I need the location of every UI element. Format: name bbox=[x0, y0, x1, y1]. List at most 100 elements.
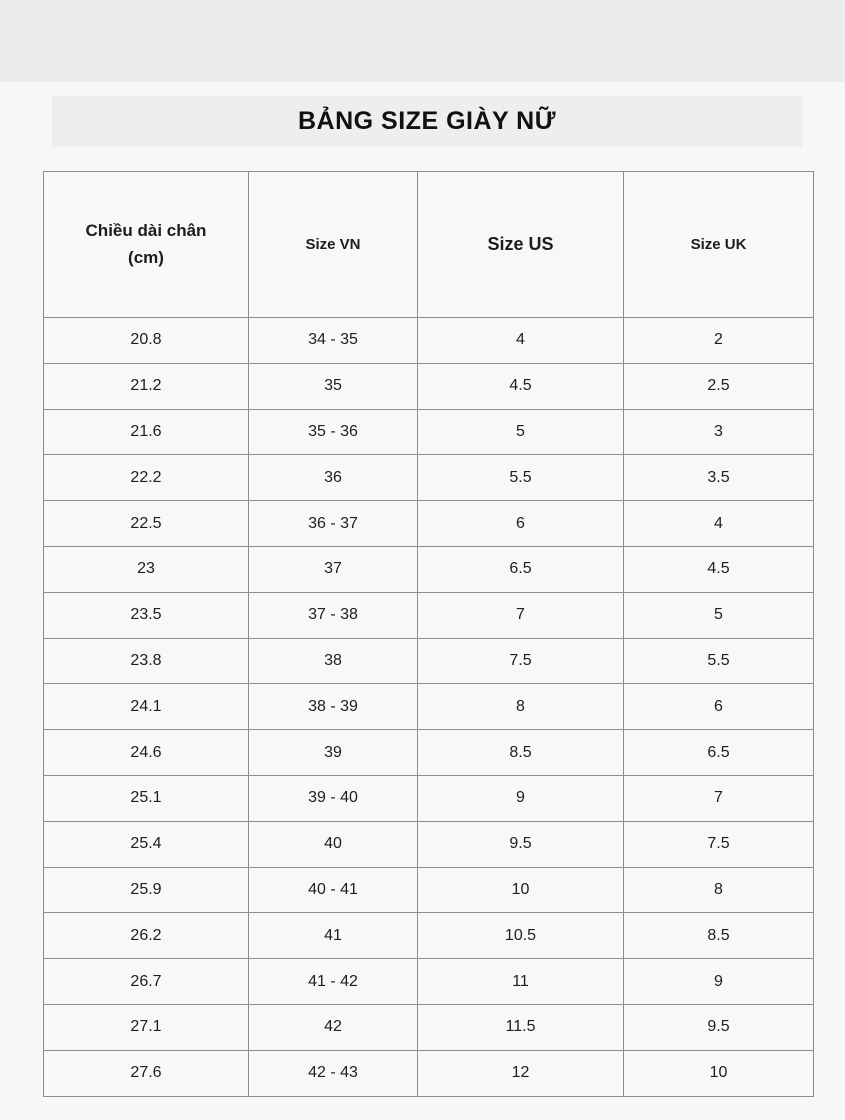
cell-foot-length: 27.6 bbox=[43, 1049, 249, 1097]
cell-size-uk: 6 bbox=[623, 683, 814, 731]
table-row: 21.6 35 - 36 5 3 bbox=[43, 408, 814, 456]
cell-size-vn: 41 - 42 bbox=[248, 958, 418, 1005]
table-row: 25.9 40 - 41 10 8 bbox=[43, 866, 814, 914]
cell-size-vn: 35 - 36 bbox=[248, 408, 418, 456]
cell-size-us: 10.5 bbox=[417, 912, 624, 960]
cell-size-uk: 9.5 bbox=[623, 1003, 814, 1051]
cell-foot-length: 21.6 bbox=[43, 408, 249, 456]
table-row: 20.8 34 - 35 4 2 bbox=[43, 317, 814, 364]
table-row: 27.6 42 - 43 12 10 bbox=[43, 1049, 814, 1097]
cell-size-uk: 8.5 bbox=[623, 912, 814, 960]
cell-size-vn: 34 - 35 bbox=[248, 317, 418, 364]
cell-size-us: 7 bbox=[417, 591, 624, 639]
cell-size-vn: 40 - 41 bbox=[248, 866, 418, 914]
cell-size-us: 6 bbox=[417, 500, 624, 547]
table-row: 23.5 37 - 38 7 5 bbox=[43, 591, 814, 639]
page-title: BẢNG SIZE GIÀY NỮ bbox=[298, 107, 556, 135]
shoe-size-table: Chiều dài chân (cm) Size VN Size US Size… bbox=[43, 171, 814, 1097]
cell-size-us: 9 bbox=[417, 774, 624, 822]
table-row: 26.7 41 - 42 11 9 bbox=[43, 958, 814, 1005]
cell-size-us: 5.5 bbox=[417, 454, 624, 502]
cell-size-vn: 39 - 40 bbox=[248, 774, 418, 822]
cell-foot-length: 25.4 bbox=[43, 820, 249, 868]
cell-size-uk: 7.5 bbox=[623, 820, 814, 868]
cell-size-us: 4 bbox=[417, 317, 624, 364]
cell-size-vn: 36 bbox=[248, 454, 418, 502]
cell-size-us: 10 bbox=[417, 866, 624, 914]
cell-size-uk: 4 bbox=[623, 500, 814, 547]
table-row: 26.2 41 10.5 8.5 bbox=[43, 912, 814, 960]
cell-size-us: 6.5 bbox=[417, 545, 624, 593]
header-foot-length: Chiều dài chân (cm) bbox=[43, 171, 249, 318]
cell-size-vn: 39 bbox=[248, 729, 418, 776]
cell-size-uk: 3.5 bbox=[623, 454, 814, 502]
cell-size-us: 8.5 bbox=[417, 729, 624, 776]
cell-size-uk: 4.5 bbox=[623, 545, 814, 593]
cell-size-vn: 38 bbox=[248, 637, 418, 685]
cell-size-uk: 6.5 bbox=[623, 729, 814, 776]
cell-size-us: 9.5 bbox=[417, 820, 624, 868]
cell-size-us: 11.5 bbox=[417, 1003, 624, 1051]
table-header: Chiều dài chân (cm) Size VN Size US Size… bbox=[43, 171, 814, 318]
header-size-uk-label: Size UK bbox=[690, 235, 747, 253]
size-chart-title-bar: BẢNG SIZE GIÀY NỮ bbox=[52, 96, 802, 147]
table-row: 23 37 6.5 4.5 bbox=[43, 545, 814, 593]
table-body: 20.8 34 - 35 4 2 21.2 35 4.5 2.5 21.6 35 - 36 5 3 22… bbox=[43, 317, 814, 1097]
cell-size-uk: 2.5 bbox=[623, 362, 814, 410]
table-row: 23.8 38 7.5 5.5 bbox=[43, 637, 814, 685]
cell-size-uk: 7 bbox=[623, 774, 814, 822]
cell-size-vn: 41 bbox=[248, 912, 418, 960]
cell-foot-length: 26.2 bbox=[43, 912, 249, 960]
header-size-uk: Size UK bbox=[623, 171, 814, 318]
header-row: Chiều dài chân (cm) Size VN Size US Size… bbox=[43, 171, 814, 318]
cell-foot-length: 22.2 bbox=[43, 454, 249, 502]
table-row: 22.5 36 - 37 6 4 bbox=[43, 500, 814, 547]
cell-size-vn: 42 bbox=[248, 1003, 418, 1051]
header-size-us-label: Size US bbox=[487, 233, 554, 254]
cell-foot-length: 20.8 bbox=[43, 317, 249, 364]
cell-size-uk: 8 bbox=[623, 866, 814, 914]
cell-size-uk: 3 bbox=[623, 408, 814, 456]
cell-size-vn: 37 - 38 bbox=[248, 591, 418, 639]
header-size-us: Size US bbox=[417, 171, 624, 318]
cell-size-vn: 40 bbox=[248, 820, 418, 868]
cell-size-vn: 42 - 43 bbox=[248, 1049, 418, 1097]
cell-size-us: 4.5 bbox=[417, 362, 624, 410]
cell-size-vn: 37 bbox=[248, 545, 418, 593]
cell-foot-length: 22.5 bbox=[43, 500, 249, 547]
cell-size-us: 7.5 bbox=[417, 637, 624, 685]
cell-foot-length: 24.1 bbox=[43, 683, 249, 731]
table-row: 25.1 39 - 40 9 7 bbox=[43, 774, 814, 822]
cell-foot-length: 25.9 bbox=[43, 866, 249, 914]
cell-size-vn: 35 bbox=[248, 362, 418, 410]
cell-foot-length: 25.1 bbox=[43, 774, 249, 822]
cell-foot-length: 21.2 bbox=[43, 362, 249, 410]
table-row: 24.1 38 - 39 8 6 bbox=[43, 683, 814, 731]
cell-size-uk: 5.5 bbox=[623, 637, 814, 685]
cell-foot-length: 24.6 bbox=[43, 729, 249, 776]
cell-size-uk: 2 bbox=[623, 317, 814, 364]
table-row: 27.1 42 11.5 9.5 bbox=[43, 1003, 814, 1051]
header-foot-length-line1: Chiều dài chân bbox=[85, 221, 207, 241]
top-gray-band bbox=[0, 0, 845, 82]
table-row: 24.6 39 8.5 6.5 bbox=[43, 729, 814, 776]
cell-foot-length: 26.7 bbox=[43, 958, 249, 1005]
table-row: 21.2 35 4.5 2.5 bbox=[43, 362, 814, 410]
header-size-vn: Size VN bbox=[248, 171, 418, 318]
header-size-vn-label: Size VN bbox=[305, 235, 361, 253]
cell-size-us: 12 bbox=[417, 1049, 624, 1097]
cell-size-uk: 9 bbox=[623, 958, 814, 1005]
header-foot-length-line2: (cm) bbox=[128, 247, 164, 267]
cell-foot-length: 23.8 bbox=[43, 637, 249, 685]
cell-foot-length: 23.5 bbox=[43, 591, 249, 639]
cell-foot-length: 27.1 bbox=[43, 1003, 249, 1051]
cell-size-us: 5 bbox=[417, 408, 624, 456]
cell-size-us: 8 bbox=[417, 683, 624, 731]
cell-size-uk: 5 bbox=[623, 591, 814, 639]
cell-foot-length: 23 bbox=[43, 545, 249, 593]
table-row: 22.2 36 5.5 3.5 bbox=[43, 454, 814, 502]
cell-size-us: 11 bbox=[417, 958, 624, 1005]
table-row: 25.4 40 9.5 7.5 bbox=[43, 820, 814, 868]
cell-size-vn: 36 - 37 bbox=[248, 500, 418, 547]
cell-size-vn: 38 - 39 bbox=[248, 683, 418, 731]
